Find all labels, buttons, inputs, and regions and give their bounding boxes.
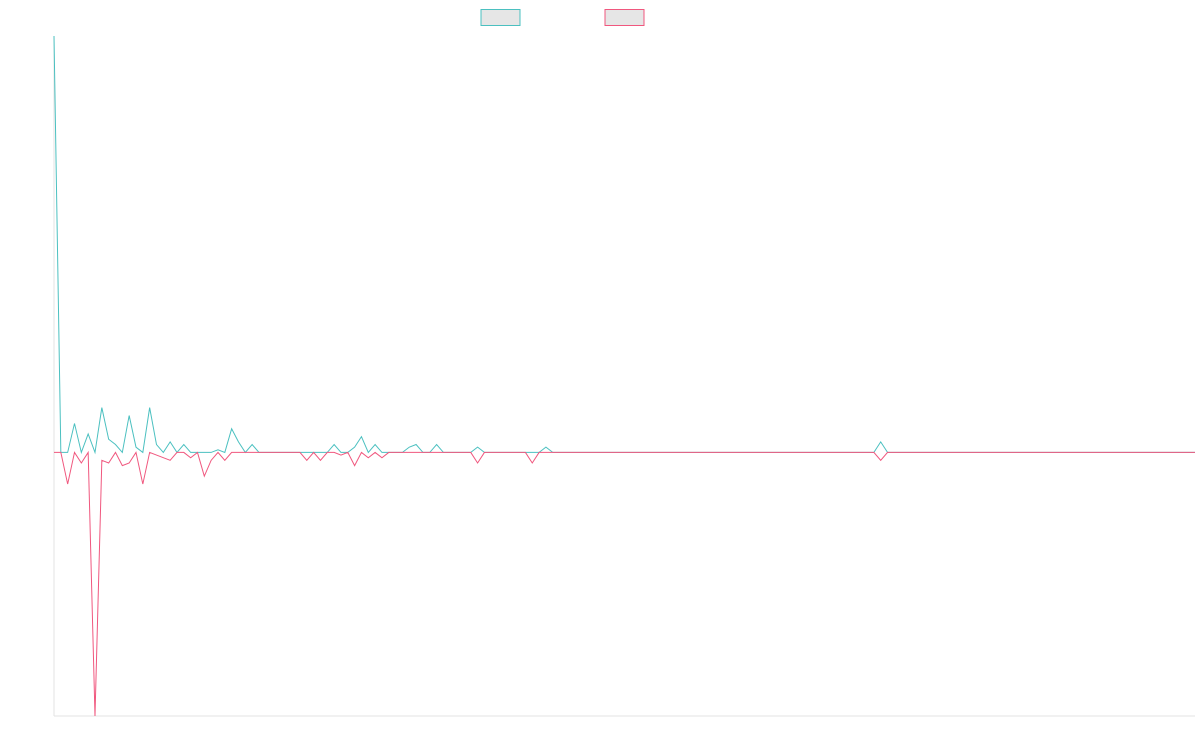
series-group [53, 35, 1195, 717]
axes [53, 36, 1195, 717]
series-line-2 [54, 450, 1195, 717]
legend[interactable] [480, 9, 645, 26]
series-line-1 [53, 35, 1195, 455]
legend-swatch-2[interactable] [604, 9, 645, 26]
legend-swatch-1[interactable] [480, 9, 521, 26]
